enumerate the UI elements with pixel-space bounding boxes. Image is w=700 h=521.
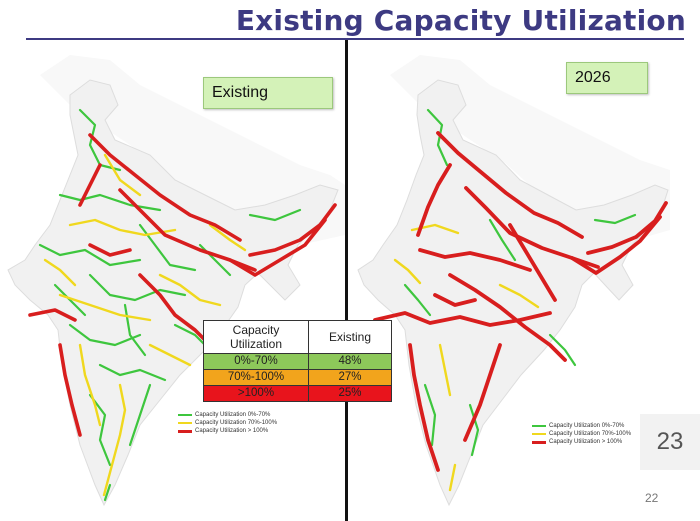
header-capacity-utilization: Capacity Utilization — [203, 320, 309, 354]
legend-label-low: Capacity Utilization 0%-70% — [549, 423, 625, 429]
legend-item-high: Capacity Utilization > 100% — [532, 438, 631, 446]
legend-right: Capacity Utilization 0%-70% Capacity Uti… — [532, 422, 631, 446]
legend-label-high: Capacity Utilization > 100% — [195, 428, 269, 434]
table-header-row: Capacity Utilization Existing — [203, 320, 392, 354]
legend-swatch-high — [178, 429, 192, 433]
panel-divider — [345, 40, 348, 521]
map-2026 — [350, 45, 670, 521]
legend-swatch-low — [532, 425, 546, 427]
band-low: 0%-70% — [203, 353, 309, 370]
slide-title: Existing Capacity Utilization — [235, 4, 686, 37]
table-row-high: >100% 25% — [203, 385, 392, 402]
legend-swatch-mid — [178, 422, 192, 424]
legend-item-low: Capacity Utilization 0%-70% — [532, 422, 631, 430]
legend-label-low: Capacity Utilization 0%-70% — [195, 412, 271, 418]
legend-label-high: Capacity Utilization > 100% — [549, 439, 623, 445]
value-low: 48% — [308, 353, 392, 370]
table-row-low: 0%-70% 48% — [203, 353, 392, 370]
legend-item-mid: Capacity Utilization 70%-100% — [532, 430, 631, 438]
header-existing: Existing — [308, 320, 392, 354]
legend-label-mid: Capacity Utilization 70%-100% — [195, 420, 278, 426]
value-mid: 27% — [308, 369, 392, 386]
page-number-large: 23 — [640, 414, 700, 470]
label-existing: Existing — [203, 77, 333, 109]
table-row-mid: 70%-100% 27% — [203, 369, 392, 386]
band-high: >100% — [203, 385, 309, 402]
legend-item-high: Capacity Utilization > 100% — [178, 427, 277, 435]
legend-swatch-low — [178, 414, 192, 416]
legend-swatch-high — [532, 440, 546, 444]
map-existing — [0, 45, 345, 521]
page-number-small: 22 — [645, 491, 659, 505]
title-underline — [26, 38, 684, 40]
legend-item-mid: Capacity Utilization 70%-100% — [178, 419, 277, 427]
legend-item-low: Capacity Utilization 0%-70% — [178, 411, 277, 419]
label-2026: 2026 — [566, 62, 648, 94]
legend-label-mid: Capacity Utilization 70%-100% — [549, 431, 632, 437]
value-high: 25% — [308, 385, 392, 402]
legend-swatch-mid — [532, 433, 546, 435]
header-capacity-utilization-text: Capacity Utilization — [229, 323, 283, 351]
band-mid: 70%-100% — [203, 369, 309, 386]
legend-left: Capacity Utilization 0%-70% Capacity Uti… — [178, 411, 277, 435]
capacity-utilization-table: Capacity Utilization Existing 0%-70% 48%… — [203, 320, 392, 402]
